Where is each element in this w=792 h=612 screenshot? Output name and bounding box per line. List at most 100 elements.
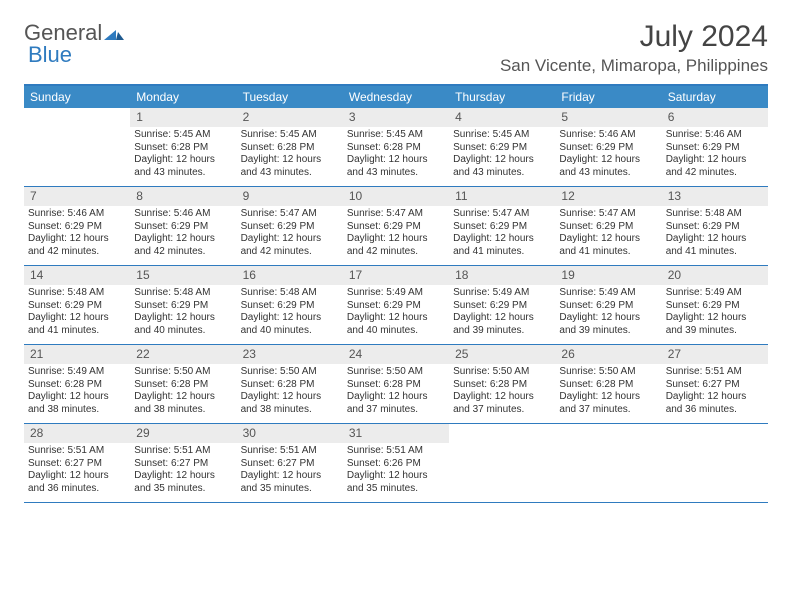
day-info-line: Sunrise: 5:49 AM — [24, 366, 130, 379]
day-info-line: Sunrise: 5:51 AM — [24, 445, 130, 458]
day-info-line: Sunset: 6:28 PM — [237, 379, 343, 392]
day-info-line: Sunset: 6:28 PM — [130, 142, 236, 155]
day-cell: 26Sunrise: 5:50 AMSunset: 6:28 PMDayligh… — [555, 345, 661, 423]
day-info-line: Daylight: 12 hours — [343, 154, 449, 167]
day-info-line: Sunset: 6:29 PM — [24, 221, 130, 234]
day-info-line: and 42 minutes. — [130, 246, 236, 259]
day-info-line: Daylight: 12 hours — [449, 154, 555, 167]
day-info-line: and 37 minutes. — [555, 404, 661, 417]
day-info-line: Sunset: 6:28 PM — [237, 142, 343, 155]
day-info-line: Sunrise: 5:46 AM — [662, 129, 768, 142]
day-number: 2 — [237, 108, 343, 127]
logo-mark-icon — [104, 20, 124, 46]
header: General July 2024 San Vicente, Mimaropa,… — [24, 20, 768, 76]
title-block: July 2024 San Vicente, Mimaropa, Philipp… — [500, 20, 768, 76]
day-cell: 2Sunrise: 5:45 AMSunset: 6:28 PMDaylight… — [237, 108, 343, 186]
day-cell: 27Sunrise: 5:51 AMSunset: 6:27 PMDayligh… — [662, 345, 768, 423]
day-info-line: Sunrise: 5:51 AM — [237, 445, 343, 458]
day-info-line: Daylight: 12 hours — [24, 470, 130, 483]
day-info-line: Sunrise: 5:47 AM — [237, 208, 343, 221]
day-header: Friday — [555, 86, 661, 108]
day-cell: 16Sunrise: 5:48 AMSunset: 6:29 PMDayligh… — [237, 266, 343, 344]
day-info-line: and 43 minutes. — [449, 167, 555, 180]
day-info-line: Sunset: 6:27 PM — [662, 379, 768, 392]
day-info-line: Sunrise: 5:45 AM — [449, 129, 555, 142]
day-info-line: and 42 minutes. — [343, 246, 449, 259]
day-cell: 5Sunrise: 5:46 AMSunset: 6:29 PMDaylight… — [555, 108, 661, 186]
day-info-line: Daylight: 12 hours — [449, 312, 555, 325]
day-info-line: Sunrise: 5:50 AM — [130, 366, 236, 379]
day-cell: 9Sunrise: 5:47 AMSunset: 6:29 PMDaylight… — [237, 187, 343, 265]
day-cell: 3Sunrise: 5:45 AMSunset: 6:28 PMDaylight… — [343, 108, 449, 186]
day-info-line: and 35 minutes. — [237, 483, 343, 496]
day-info-line: and 39 minutes. — [555, 325, 661, 338]
day-cell — [662, 424, 768, 502]
day-info-line: Sunset: 6:28 PM — [449, 379, 555, 392]
day-info-line: Daylight: 12 hours — [662, 233, 768, 246]
day-cell — [24, 108, 130, 186]
day-number: 31 — [343, 424, 449, 443]
day-header: Wednesday — [343, 86, 449, 108]
day-info-line: Daylight: 12 hours — [343, 312, 449, 325]
day-info-line: Sunset: 6:29 PM — [449, 221, 555, 234]
week-row: 14Sunrise: 5:48 AMSunset: 6:29 PMDayligh… — [24, 266, 768, 345]
day-info-line: and 37 minutes. — [449, 404, 555, 417]
day-header: Saturday — [662, 86, 768, 108]
day-header: Thursday — [449, 86, 555, 108]
day-info-line: Sunrise: 5:51 AM — [343, 445, 449, 458]
day-info-line: Sunset: 6:29 PM — [555, 300, 661, 313]
day-info-line: Daylight: 12 hours — [237, 470, 343, 483]
day-info-line: Sunset: 6:27 PM — [24, 458, 130, 471]
day-info-line: Sunrise: 5:48 AM — [130, 287, 236, 300]
day-cell: 4Sunrise: 5:45 AMSunset: 6:29 PMDaylight… — [449, 108, 555, 186]
day-number: 27 — [662, 345, 768, 364]
day-info-line: and 43 minutes. — [555, 167, 661, 180]
day-number: 28 — [24, 424, 130, 443]
day-cell: 28 Sunrise: 5:51 AMSunset: 6:27 PMDayligh… — [24, 424, 130, 502]
day-info-line: Daylight: 12 hours — [130, 233, 236, 246]
day-header: Tuesday — [237, 86, 343, 108]
day-number: 25 — [449, 345, 555, 364]
day-info-line: Sunset: 6:29 PM — [130, 221, 236, 234]
day-info-line: Daylight: 12 hours — [343, 233, 449, 246]
day-info-line: and 36 minutes. — [24, 483, 130, 496]
day-cell: 7Sunrise: 5:46 AMSunset: 6:29 PMDaylight… — [24, 187, 130, 265]
location: San Vicente, Mimaropa, Philippines — [500, 56, 768, 76]
day-header-row: SundayMondayTuesdayWednesdayThursdayFrid… — [24, 86, 768, 108]
day-info-line: and 41 minutes. — [449, 246, 555, 259]
day-cell — [449, 424, 555, 502]
day-number: 16 — [237, 266, 343, 285]
day-info-line: and 38 minutes. — [130, 404, 236, 417]
day-info-line: Sunset: 6:29 PM — [555, 142, 661, 155]
week-row: 1Sunrise: 5:45 AMSunset: 6:28 PMDaylight… — [24, 108, 768, 187]
day-info-line: Daylight: 12 hours — [555, 312, 661, 325]
day-info-line: and 35 minutes. — [343, 483, 449, 496]
day-cell: 15Sunrise: 5:48 AMSunset: 6:29 PMDayligh… — [130, 266, 236, 344]
day-info-line: Daylight: 12 hours — [662, 312, 768, 325]
day-cell: 1Sunrise: 5:45 AMSunset: 6:28 PMDaylight… — [130, 108, 236, 186]
day-cell: 29Sunrise: 5:51 AMSunset: 6:27 PMDayligh… — [130, 424, 236, 502]
day-header: Sunday — [24, 86, 130, 108]
day-info-line: Daylight: 12 hours — [130, 391, 236, 404]
day-info-line: Sunrise: 5:51 AM — [662, 366, 768, 379]
day-info-line: Daylight: 12 hours — [449, 391, 555, 404]
day-info-line: Sunrise: 5:45 AM — [237, 129, 343, 142]
day-info-line: Sunrise: 5:47 AM — [449, 208, 555, 221]
day-number: 26 — [555, 345, 661, 364]
day-number: 6 — [662, 108, 768, 127]
day-info-line: Sunset: 6:27 PM — [130, 458, 236, 471]
day-number: 3 — [343, 108, 449, 127]
day-info-line: Sunset: 6:28 PM — [555, 379, 661, 392]
day-cell: 21Sunrise: 5:49 AMSunset: 6:28 PMDayligh… — [24, 345, 130, 423]
day-cell: 13Sunrise: 5:48 AMSunset: 6:29 PMDayligh… — [662, 187, 768, 265]
day-info-line: Sunset: 6:29 PM — [449, 142, 555, 155]
day-number: 11 — [449, 187, 555, 206]
day-info-line: Daylight: 12 hours — [24, 312, 130, 325]
week-row: 28Sunrise: 5:51 AMSunset: 6:27 PMDayligh… — [24, 424, 768, 503]
day-info-line: Daylight: 12 hours — [130, 154, 236, 167]
day-cell: 22Sunrise: 5:50 AMSunset: 6:28 PMDayligh… — [130, 345, 236, 423]
day-info-line: Sunrise: 5:50 AM — [343, 366, 449, 379]
day-info-line: Daylight: 12 hours — [237, 233, 343, 246]
day-info-line: Sunrise: 5:49 AM — [343, 287, 449, 300]
day-number: 13 — [662, 187, 768, 206]
